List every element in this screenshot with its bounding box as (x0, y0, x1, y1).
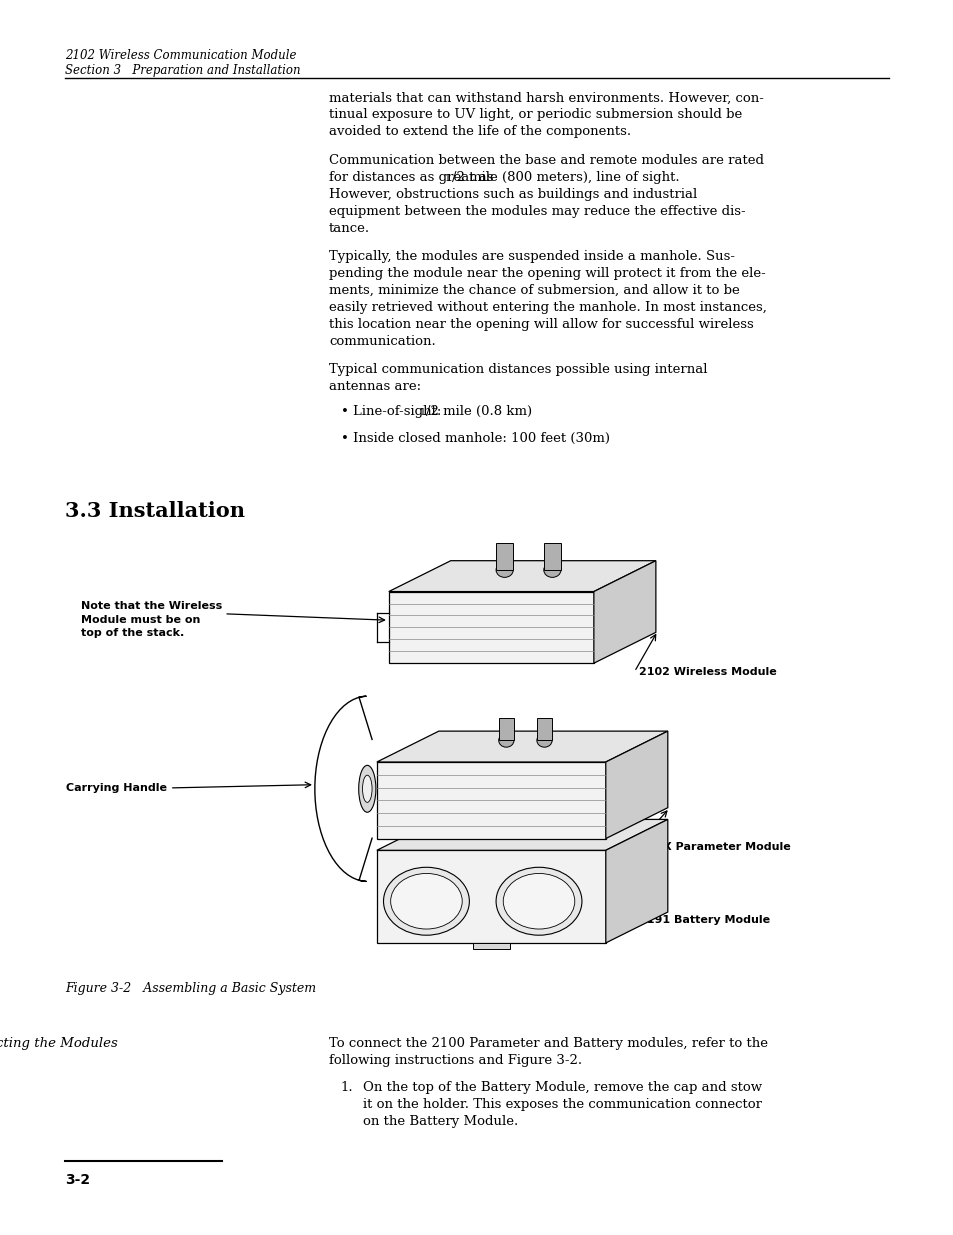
Text: easily retrieved without entering the manhole. In most instances,: easily retrieved without entering the ma… (329, 301, 766, 314)
Polygon shape (537, 719, 552, 741)
Text: following instructions and Figure 3-2.: following instructions and Figure 3-2. (329, 1055, 581, 1067)
Text: 3.3 Installation: 3.3 Installation (65, 501, 245, 521)
Text: 2102 Wireless Module: 2102 Wireless Module (639, 667, 777, 677)
Text: However, obstructions such as buildings and industrial: However, obstructions such as buildings … (329, 188, 697, 201)
Polygon shape (389, 592, 593, 663)
Ellipse shape (503, 873, 574, 929)
Text: Typically, the modules are suspended inside a manhole. Sus-: Typically, the modules are suspended ins… (329, 249, 735, 263)
Ellipse shape (496, 867, 581, 935)
Text: Line-of-sight:: Line-of-sight: (353, 405, 445, 417)
Ellipse shape (358, 766, 375, 813)
Text: 2102 Wireless Communication Module: 2102 Wireless Communication Module (65, 49, 296, 63)
Text: 3-2: 3-2 (65, 1173, 90, 1187)
Ellipse shape (391, 873, 461, 929)
Text: it on the holder. This exposes the communication connector: it on the holder. This exposes the commu… (362, 1098, 760, 1112)
Text: 1: 1 (445, 174, 451, 183)
Polygon shape (496, 543, 513, 571)
Text: /2 mile (800 meters), line of sight.: /2 mile (800 meters), line of sight. (452, 170, 679, 184)
Polygon shape (473, 944, 509, 948)
Ellipse shape (543, 563, 560, 578)
Text: 21XX Parameter Module: 21XX Parameter Module (639, 842, 790, 852)
Text: Connecting the Modules: Connecting the Modules (0, 1037, 117, 1051)
Text: Note that the Wireless
Module must be on
top of the stack.: Note that the Wireless Module must be on… (81, 601, 222, 637)
Text: Carrying Handle: Carrying Handle (66, 783, 167, 793)
Ellipse shape (383, 867, 469, 935)
Text: materials that can withstand harsh environments. However, con-: materials that can withstand harsh envir… (329, 91, 763, 105)
Polygon shape (543, 543, 560, 571)
Text: Section 3   Preparation and Installation: Section 3 Preparation and Installation (65, 64, 300, 78)
Polygon shape (376, 731, 667, 762)
Text: 1: 1 (419, 408, 425, 417)
Polygon shape (498, 719, 514, 741)
Polygon shape (605, 820, 667, 944)
Text: avoided to extend the life of the components.: avoided to extend the life of the compon… (329, 126, 631, 138)
Polygon shape (605, 731, 667, 839)
Text: /2 mile (0.8 km): /2 mile (0.8 km) (426, 405, 532, 417)
Ellipse shape (362, 776, 372, 803)
Text: antennas are:: antennas are: (329, 380, 421, 394)
Text: •: • (340, 432, 348, 445)
Text: communication.: communication. (329, 335, 436, 348)
Ellipse shape (537, 734, 552, 747)
Polygon shape (376, 850, 605, 944)
Text: To connect the 2100 Parameter and Battery modules, refer to the: To connect the 2100 Parameter and Batter… (329, 1037, 767, 1051)
Text: tinual exposure to UV light, or periodic submersion should be: tinual exposure to UV light, or periodic… (329, 109, 741, 121)
Text: this location near the opening will allow for successful wireless: this location near the opening will allo… (329, 319, 753, 331)
Ellipse shape (498, 734, 514, 747)
Polygon shape (376, 820, 667, 850)
Text: On the top of the Battery Module, remove the cap and stow: On the top of the Battery Module, remove… (362, 1082, 760, 1094)
Polygon shape (376, 762, 605, 839)
Text: •: • (340, 405, 348, 417)
Text: for distances as great as: for distances as great as (329, 170, 497, 184)
Ellipse shape (496, 563, 513, 578)
Text: ments, minimize the chance of submersion, and allow it to be: ments, minimize the chance of submersion… (329, 284, 740, 298)
Text: pending the module near the opening will protect it from the ele-: pending the module near the opening will… (329, 267, 765, 280)
Text: equipment between the modules may reduce the effective dis-: equipment between the modules may reduce… (329, 205, 745, 217)
Text: Typical communication distances possible using internal: Typical communication distances possible… (329, 363, 707, 377)
Polygon shape (593, 561, 655, 663)
Text: on the Battery Module.: on the Battery Module. (362, 1115, 517, 1129)
Text: Inside closed manhole: 100 feet (30m): Inside closed manhole: 100 feet (30m) (353, 432, 609, 445)
Text: Figure 3-2   Assembling a Basic System: Figure 3-2 Assembling a Basic System (65, 982, 315, 995)
Text: Communication between the base and remote modules are rated: Communication between the base and remot… (329, 153, 763, 167)
Text: tance.: tance. (329, 222, 370, 235)
Text: 1.: 1. (340, 1082, 353, 1094)
Text: 2191 Battery Module: 2191 Battery Module (639, 915, 770, 925)
Polygon shape (389, 561, 655, 592)
